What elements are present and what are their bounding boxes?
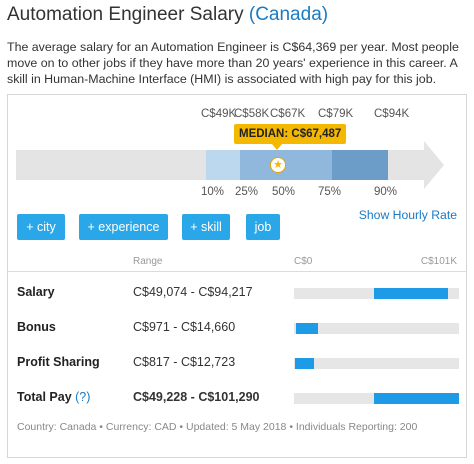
range-fill-bonus <box>296 323 318 334</box>
row-range-total-pay: C$49,228 - C$101,290 <box>133 390 260 404</box>
col-max-header: C$101K <box>420 256 457 267</box>
range-track-bonus <box>294 323 459 334</box>
table-divider <box>8 271 466 272</box>
range-fill-total-pay <box>374 393 459 404</box>
row-label-total-pay: Total Pay (?) <box>17 390 90 404</box>
row-range-profit-sharing: C$817 - C$12,723 <box>133 355 236 369</box>
band-50-75 <box>282 150 332 180</box>
total-pay-label: Total Pay <box>17 390 72 404</box>
country-link[interactable]: (Canada) <box>248 4 329 25</box>
col-min-header: C$0 <box>294 256 313 267</box>
range-fill-profit-sharing <box>295 358 314 369</box>
pct-10: 10% <box>201 186 225 198</box>
row-range-salary: C$49,074 - C$94,217 <box>133 285 253 299</box>
pct-90: 90% <box>374 186 398 198</box>
pct-label-75: C$79K <box>318 108 354 120</box>
job-button[interactable]: job <box>246 214 280 240</box>
row-label-bonus: Bonus <box>17 320 56 334</box>
salary-card: C$49K C$58K C$67K C$79K C$94K MEDIAN: C$… <box>7 94 467 458</box>
band-10-25 <box>206 150 240 180</box>
median-badge: MEDIAN: C$67,487 <box>234 124 347 144</box>
range-track-salary <box>294 288 459 299</box>
show-hourly-rate-link[interactable]: Show Hourly Rate <box>358 208 457 222</box>
pct-75: 75% <box>318 186 342 198</box>
band-75-90 <box>332 150 388 180</box>
range-fill-salary <box>374 288 448 299</box>
data-footer: Country: Canada • Currency: CAD • Update… <box>17 421 418 433</box>
pct-label-50: C$67K <box>270 108 306 120</box>
add-city-button[interactable]: + city <box>17 214 65 240</box>
median-pointer <box>272 144 282 150</box>
salary-range-chart <box>16 141 444 189</box>
col-range-header: Range <box>133 256 163 267</box>
row-label-salary: Salary <box>17 285 55 299</box>
range-track-total-pay <box>294 393 459 404</box>
page-title: Automation Engineer Salary (Canada) <box>7 4 328 26</box>
median-star-icon: ★ <box>270 157 286 173</box>
pct-label-90: C$94K <box>374 108 410 120</box>
range-track-profit-sharing <box>294 358 459 369</box>
pct-label-10: C$49K <box>201 108 237 120</box>
row-label-profit-sharing: Profit Sharing <box>17 355 100 369</box>
add-skill-button[interactable]: + skill <box>182 214 230 240</box>
salary-description: The average salary for an Automation Eng… <box>7 40 459 86</box>
row-range-bonus: C$971 - C$14,660 <box>133 320 236 334</box>
pct-label-25: C$58K <box>234 108 270 120</box>
job-title: Automation Engineer Salary <box>7 4 244 25</box>
pct-50: 50% <box>272 186 296 198</box>
total-pay-help-link[interactable]: (?) <box>75 390 91 404</box>
add-experience-button[interactable]: + experience <box>79 214 168 240</box>
pct-25: 25% <box>235 186 259 198</box>
